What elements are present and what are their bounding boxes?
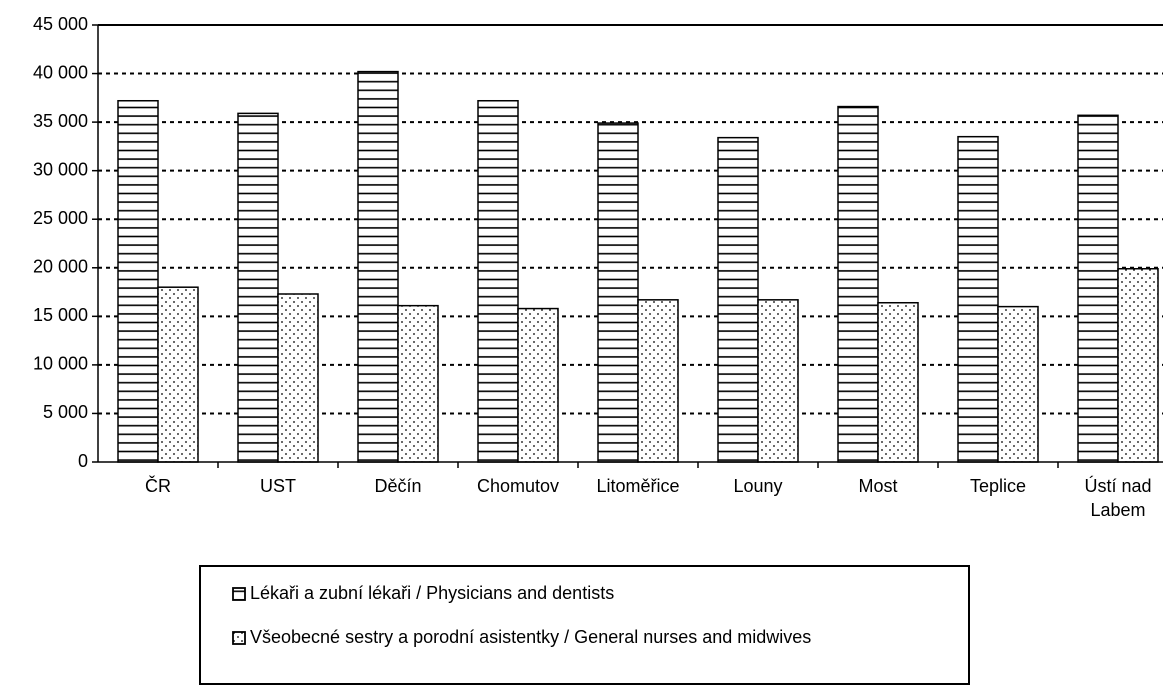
bar — [997, 305, 1039, 463]
y-tick-label: 35 000 — [33, 111, 88, 131]
x-tick-label: Most — [858, 476, 898, 496]
legend-entry: Všeobecné sestry a porodní asistentky / … — [232, 627, 811, 648]
legend-swatch-box — [232, 630, 246, 645]
bar — [157, 286, 199, 463]
bar — [877, 301, 919, 463]
x-tick-label: Chomutov — [476, 476, 560, 496]
y-tick-label: 0 — [78, 451, 88, 471]
x-tick-label: Teplice — [969, 476, 1027, 496]
bar — [1117, 267, 1159, 463]
legend-swatch — [232, 630, 246, 645]
y-tick-label: 20 000 — [33, 257, 88, 277]
legend-swatch — [232, 586, 246, 601]
x-tick-label: Děčín — [374, 476, 422, 496]
chart: 0 5 000 10 000 15 000 20 000 25 000 30 000 35 0… — [33, 14, 1163, 471]
x-tick-label: UST — [260, 476, 296, 496]
bar — [277, 293, 319, 463]
legend: Lékaři a zubní lékaři / Physicians and d… — [199, 565, 970, 685]
y-tick-label: 30 000 — [33, 159, 88, 179]
legend-label: Lékaři a zubní lékaři / Physicians and d… — [250, 583, 615, 603]
y-tick-label: 10 000 — [33, 354, 88, 374]
bar — [117, 99, 159, 463]
bar — [1077, 114, 1119, 463]
legend-swatch-box — [232, 586, 246, 601]
x-tick-label: ČR — [145, 476, 171, 496]
legend-label: Všeobecné sestry a porodní asistentky / … — [250, 627, 812, 647]
bar — [837, 105, 879, 463]
bar — [717, 136, 759, 463]
bar — [637, 299, 679, 463]
bar — [237, 112, 279, 463]
bar — [517, 307, 559, 463]
y-tick-label: 15 000 — [33, 305, 88, 325]
y-tick-label: 40 000 — [33, 62, 88, 82]
x-tick-label: Louny — [733, 476, 783, 496]
x-tick-label: Ústí nad Labem — [1084, 476, 1152, 520]
y-tick-label: 5 000 — [43, 402, 88, 422]
bar — [957, 135, 999, 463]
bar — [597, 122, 639, 463]
x-tick-label: Litoměřice — [596, 476, 680, 496]
bar — [357, 70, 399, 463]
y-tick-label: 25 000 — [33, 208, 88, 228]
bar — [757, 299, 799, 463]
y-tick-label: 45 000 — [33, 14, 88, 34]
legend-entry: Lékaři a zubní lékaři / Physicians and d… — [232, 583, 614, 604]
bar — [397, 304, 439, 463]
bar — [477, 99, 519, 463]
